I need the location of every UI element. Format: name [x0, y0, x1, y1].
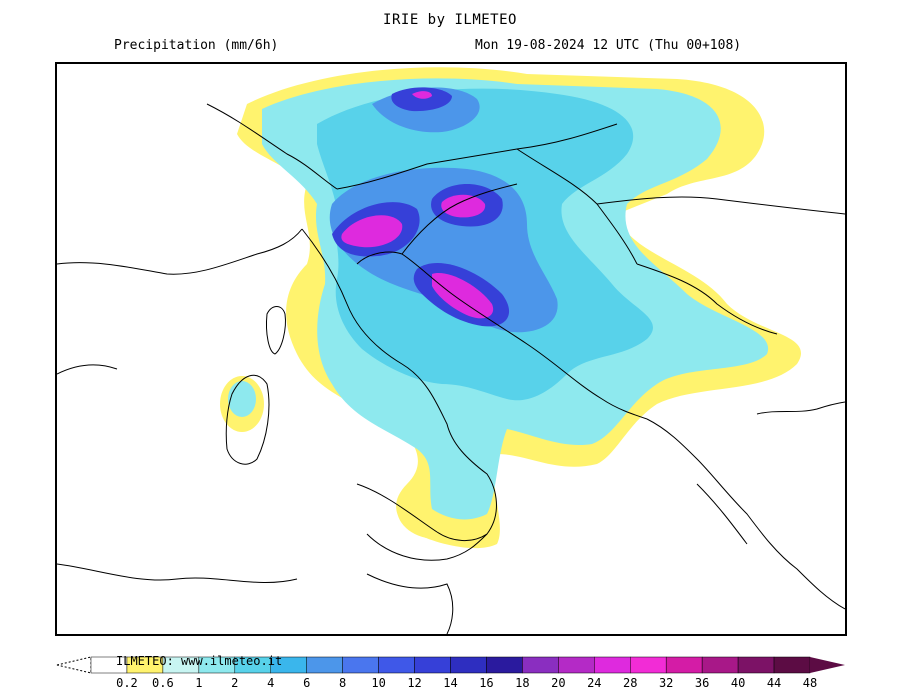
colorbar-tick-label: 16 [479, 676, 494, 690]
colorbar-bin [594, 656, 631, 674]
colorbar-tick-label: 12 [407, 676, 422, 690]
colorbar-tick-label: 40 [730, 676, 746, 690]
colorbar-bin [342, 656, 379, 674]
colorbar [56, 656, 845, 674]
colorbar-bin [701, 656, 739, 674]
colorbar-bin [378, 656, 415, 674]
colorbar-tick-label: 18 [515, 676, 530, 690]
colorbar-bin [522, 656, 559, 674]
colorbar-low-arrow [56, 656, 92, 674]
chart-title: IRIE by ILMETEO [383, 12, 517, 28]
colorbar-tick-label: 48 [802, 676, 818, 690]
colorbar-high-arrow [810, 657, 845, 673]
colorbar-tick-label: 6 [303, 676, 311, 690]
variable-label: Precipitation (mm/6h) [114, 38, 279, 53]
precip-magenta-layer [341, 91, 494, 319]
colorbar-bin [450, 656, 487, 674]
coastlines [57, 103, 845, 634]
colorbar-tick-label: 2 [231, 676, 239, 690]
valid-time-label: Mon 19-08-2024 12 UTC (Thu 00+108) [475, 38, 742, 53]
colorbar-tick-label: 32 [658, 676, 674, 690]
colorbar-tick-label: 0.6 [152, 676, 174, 690]
precipitation-map [57, 67, 845, 634]
colorbar-tick-label: 20 [551, 676, 566, 690]
colorbar-tick-label: 36 [694, 676, 710, 690]
colorbar-bin [665, 656, 703, 674]
colorbar-tick-label: 10 [371, 676, 386, 690]
map-frame [55, 62, 847, 636]
colorbar-bin [414, 656, 451, 674]
colorbar-bin [558, 656, 595, 674]
colorbar-tick-label: 14 [443, 676, 458, 690]
colorbar-tick-label: 28 [623, 676, 638, 690]
colorbar-bin [737, 656, 775, 674]
colorbar-bin [486, 656, 523, 674]
colorbar-tick-label: 8 [339, 676, 347, 690]
colorbar-tick-label: 44 [766, 676, 782, 690]
colorbar-tick-label: 4 [267, 676, 275, 690]
colorbar-tick-label: 0.2 [116, 676, 138, 690]
brand-label: ILMETEO: www.ilmeteo.it [116, 654, 283, 668]
colorbar-bin [773, 656, 811, 674]
colorbar-bin [306, 656, 343, 674]
colorbar-bin [630, 656, 667, 674]
colorbar-tick-label: 1 [195, 676, 203, 690]
colorbar-tick-label: 24 [587, 676, 602, 690]
